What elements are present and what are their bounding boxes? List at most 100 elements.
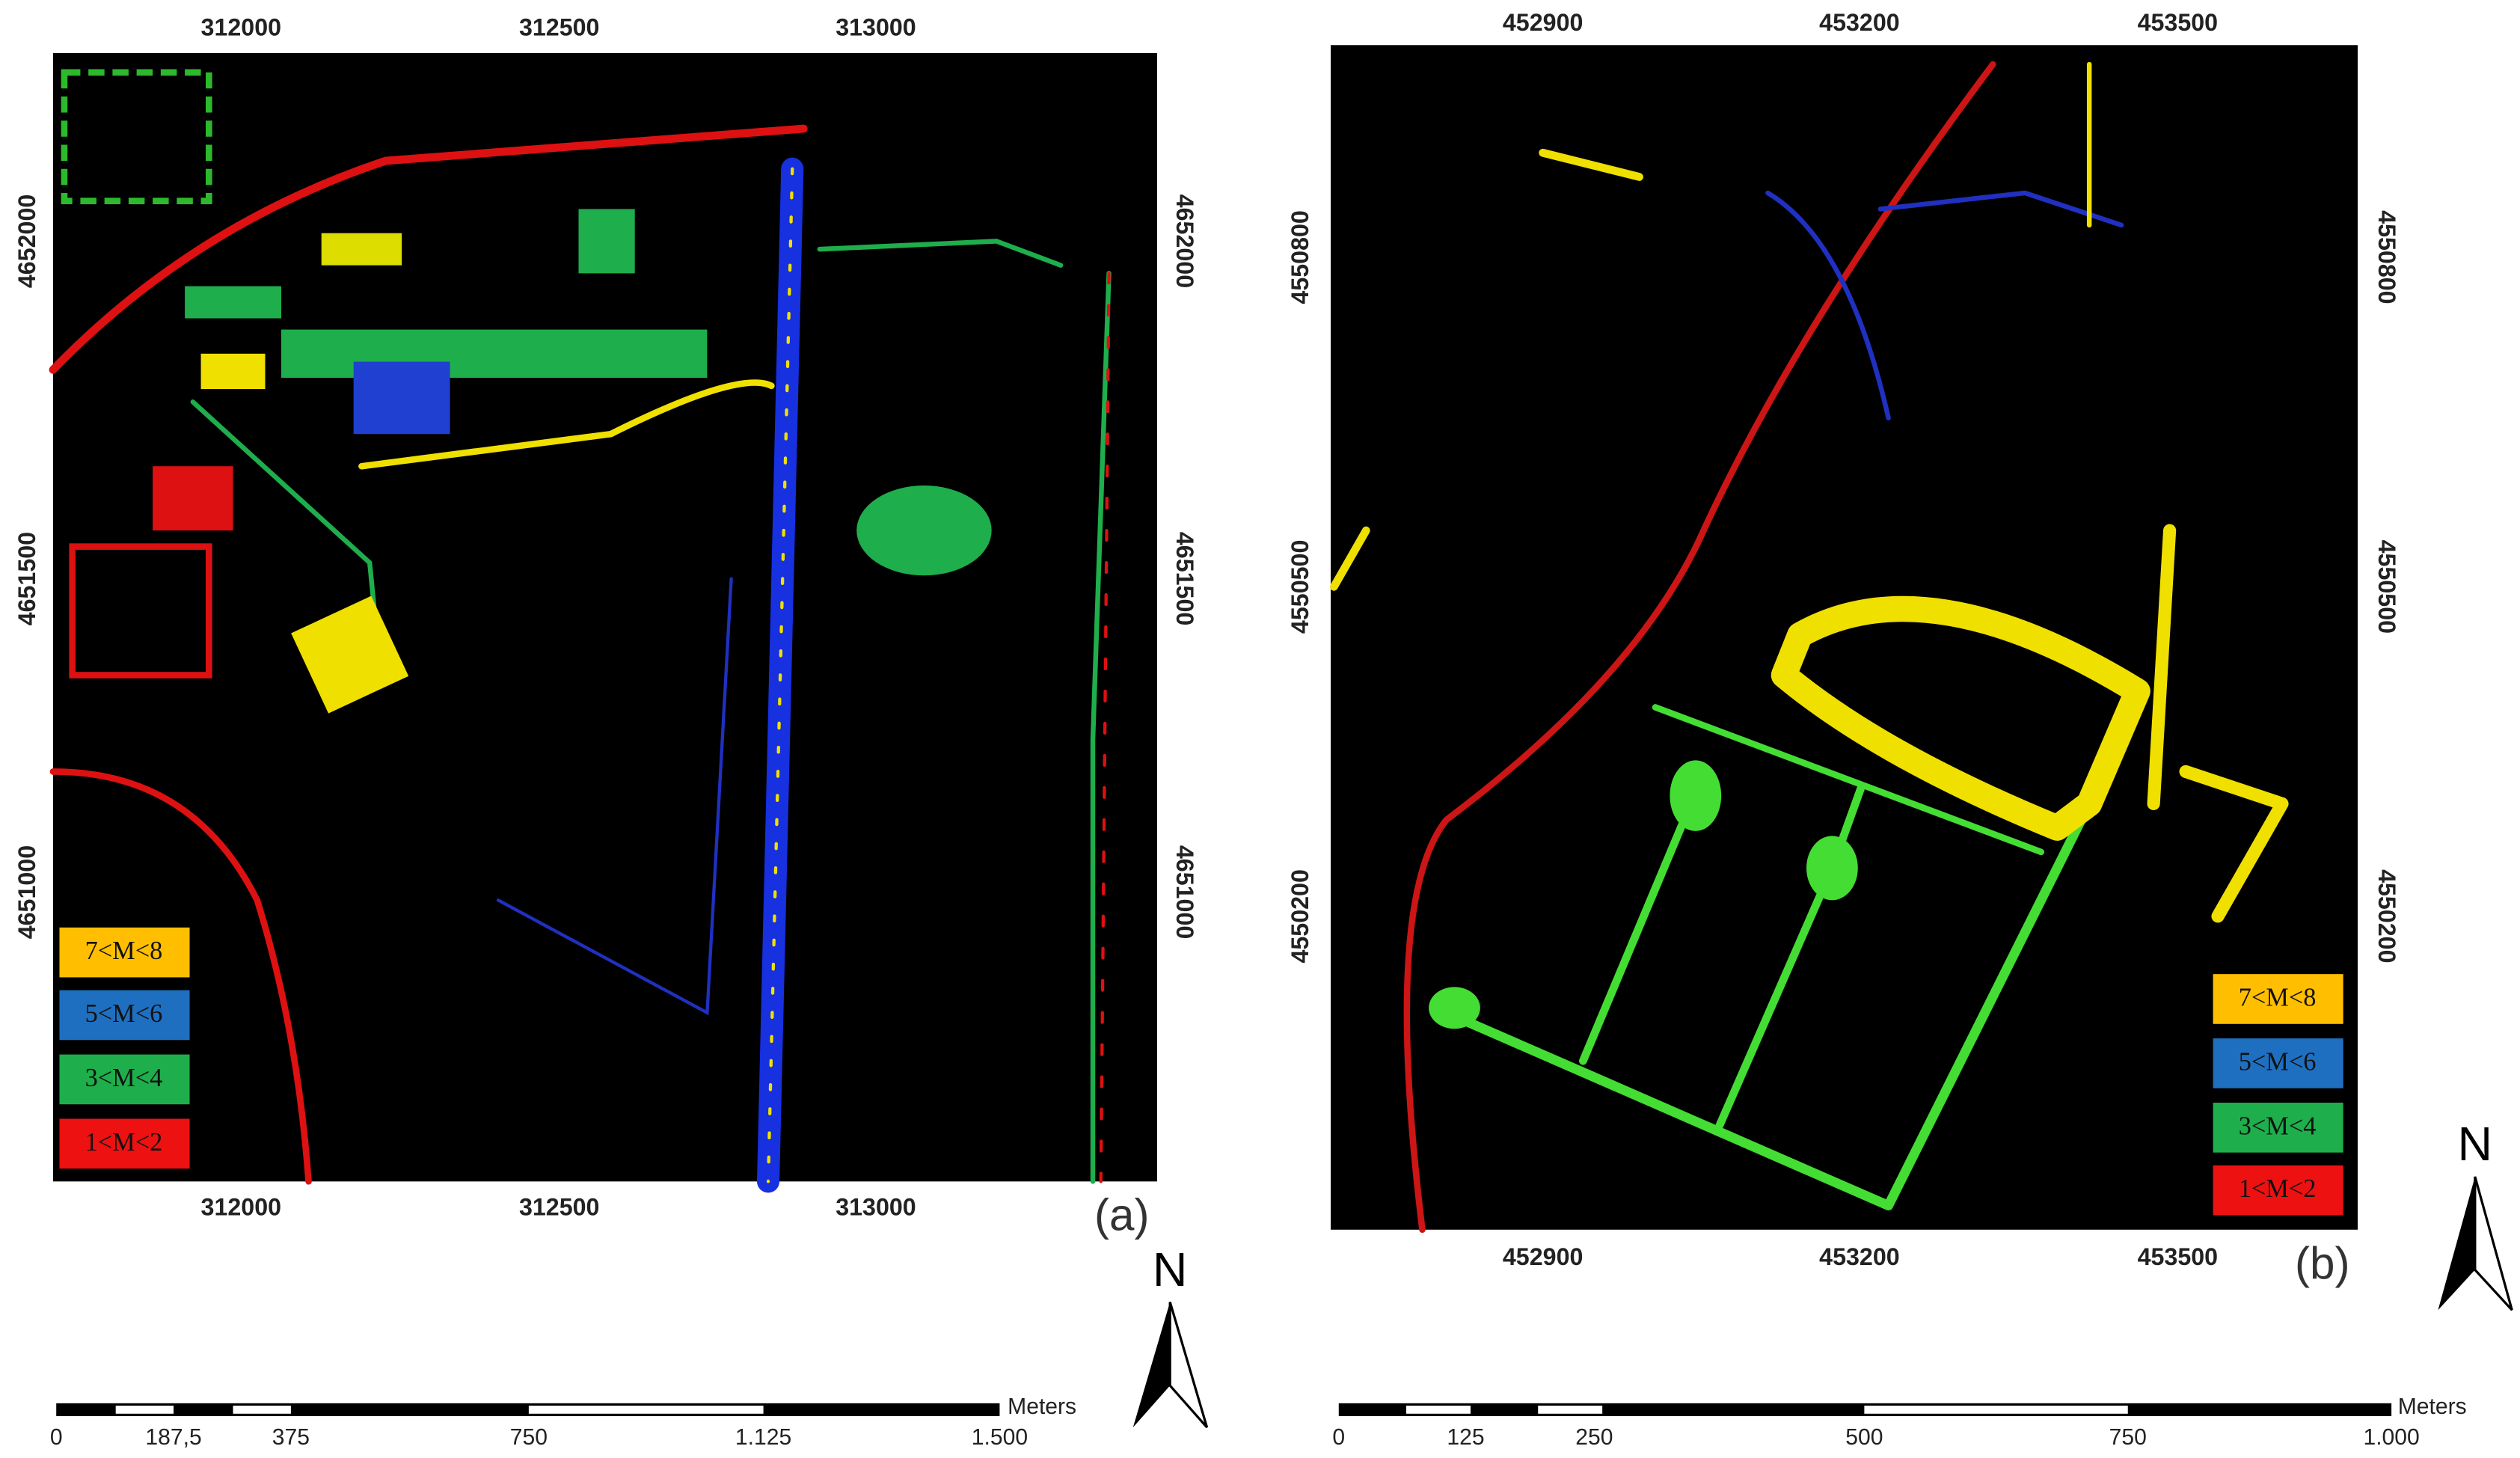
y-tick-label: 4550800 [1287,210,1313,304]
y-tick-label: 4550500 [2373,540,2400,634]
scale-segment [56,1403,1000,1417]
y-tick-label: 4652000 [1171,194,1198,288]
scale-segment [1538,1406,1603,1414]
y-tick-label: 4651500 [1171,532,1198,625]
taxiway [358,379,775,470]
scale-segment [233,1406,291,1414]
y-tick-label: 4652000 [13,194,40,288]
legend-swatch [59,1054,190,1105]
block [69,543,212,679]
scale-label: 375 [272,1425,310,1450]
scale-label: 1.125 [735,1425,791,1450]
building [200,353,266,390]
scale-label: 250 [1575,1425,1613,1450]
x-tick-label: 453200 [1819,1243,1900,1270]
y-tick-label: 4651000 [13,845,40,939]
apron [353,361,450,435]
x-tick-label: 313000 [836,13,916,40]
building [2147,524,2289,923]
legend-label: 7<M<8 [85,937,163,965]
scale-label: 1.500 [972,1425,1028,1450]
pad [1806,836,1858,901]
y-tick-label: 4651500 [13,532,40,625]
scale-unit: Meters [1008,1394,1076,1419]
scale-label: 750 [510,1425,548,1450]
building [1329,148,1643,591]
x-tick-label: 453500 [2138,9,2219,36]
map-b [1329,45,2358,1234]
scale-segment [115,1406,174,1414]
panel-label: (a) [1094,1190,1150,1240]
scale-bar: 0 125 250 500 750 1.000 Meters [1332,1394,2466,1450]
scale-label: 125 [1447,1425,1484,1450]
road [1403,61,1996,1234]
apron [281,329,708,379]
legend-swatch [2213,974,2343,1024]
y-tick-label: 4550200 [1287,869,1313,963]
legend-swatch [59,1118,190,1169]
x-tick-label: 452900 [1503,9,1584,36]
path [1441,686,2150,1211]
runway-marks [766,167,794,1183]
north-label: N [2458,1117,2493,1171]
scale-label: 0 [50,1425,63,1450]
scale-label: 187,5 [145,1425,201,1450]
road [49,768,312,1185]
scale-segment [1406,1406,1471,1414]
north-label: N [1153,1243,1188,1296]
legend-label: 5<M<6 [2239,1047,2317,1076]
y-tick-label: 4550800 [2373,210,2400,304]
y-tick-label: 4651000 [1171,845,1198,939]
x-tick-label: 312000 [201,1193,282,1220]
scale-bar: 0 187,5 375 750 1.125 1.500 Meters [50,1394,1076,1450]
legend-label: 7<M<8 [2239,983,2317,1011]
legend-label: 1<M<2 [2239,1174,2317,1203]
legend-label: 3<M<4 [2239,1112,2317,1140]
pad [1429,987,1480,1029]
map-features [49,124,1112,1193]
road [1090,271,1112,1184]
scale-unit: Meters [2398,1394,2467,1419]
building [578,209,635,274]
block [61,69,212,204]
path [817,239,1064,268]
north-arrow: N [2438,1117,2513,1311]
x-tick-label: 453500 [2138,1243,2219,1270]
legend: 7<M<8 5<M<6 3<M<4 1<M<2 [2213,974,2343,1216]
map-features [1329,61,2289,1234]
path [496,577,733,1016]
arrow-half [2474,1176,2513,1311]
path [1652,704,2045,856]
panel-label: (b) [2295,1238,2350,1288]
scale-label: 500 [1845,1425,1883,1450]
arrow-half [1168,1302,1209,1429]
map-frame [1331,45,2358,1230]
legend-label: 3<M<4 [85,1064,163,1092]
x-tick-label: 312000 [201,13,282,40]
legend-swatch [59,927,190,978]
legend: 7<M<8 5<M<6 3<M<4 1<M<2 [59,927,190,1169]
x-tick-label: 312500 [519,1193,600,1220]
scale-segment [528,1406,764,1414]
legend-swatch [2213,1103,2343,1153]
y-tick-label: 4550200 [2373,869,2400,963]
building [291,595,409,714]
building [321,233,402,266]
arrow-half [2438,1176,2475,1311]
legend-swatch [2213,1038,2343,1088]
pad [1670,760,1722,831]
road [1099,272,1111,1183]
x-tick-label: 313000 [836,1193,916,1220]
block [153,466,233,531]
scale-label: 0 [1332,1425,1345,1450]
map-a [49,53,1157,1193]
x-tick-label: 453200 [1819,9,1900,36]
x-tick-label: 452900 [1503,1243,1584,1270]
legend-swatch [59,990,190,1041]
road [49,124,808,374]
scale-label: 1.000 [2363,1425,2419,1450]
legend-swatch [2213,1165,2343,1216]
field [856,485,992,576]
building [185,286,282,319]
